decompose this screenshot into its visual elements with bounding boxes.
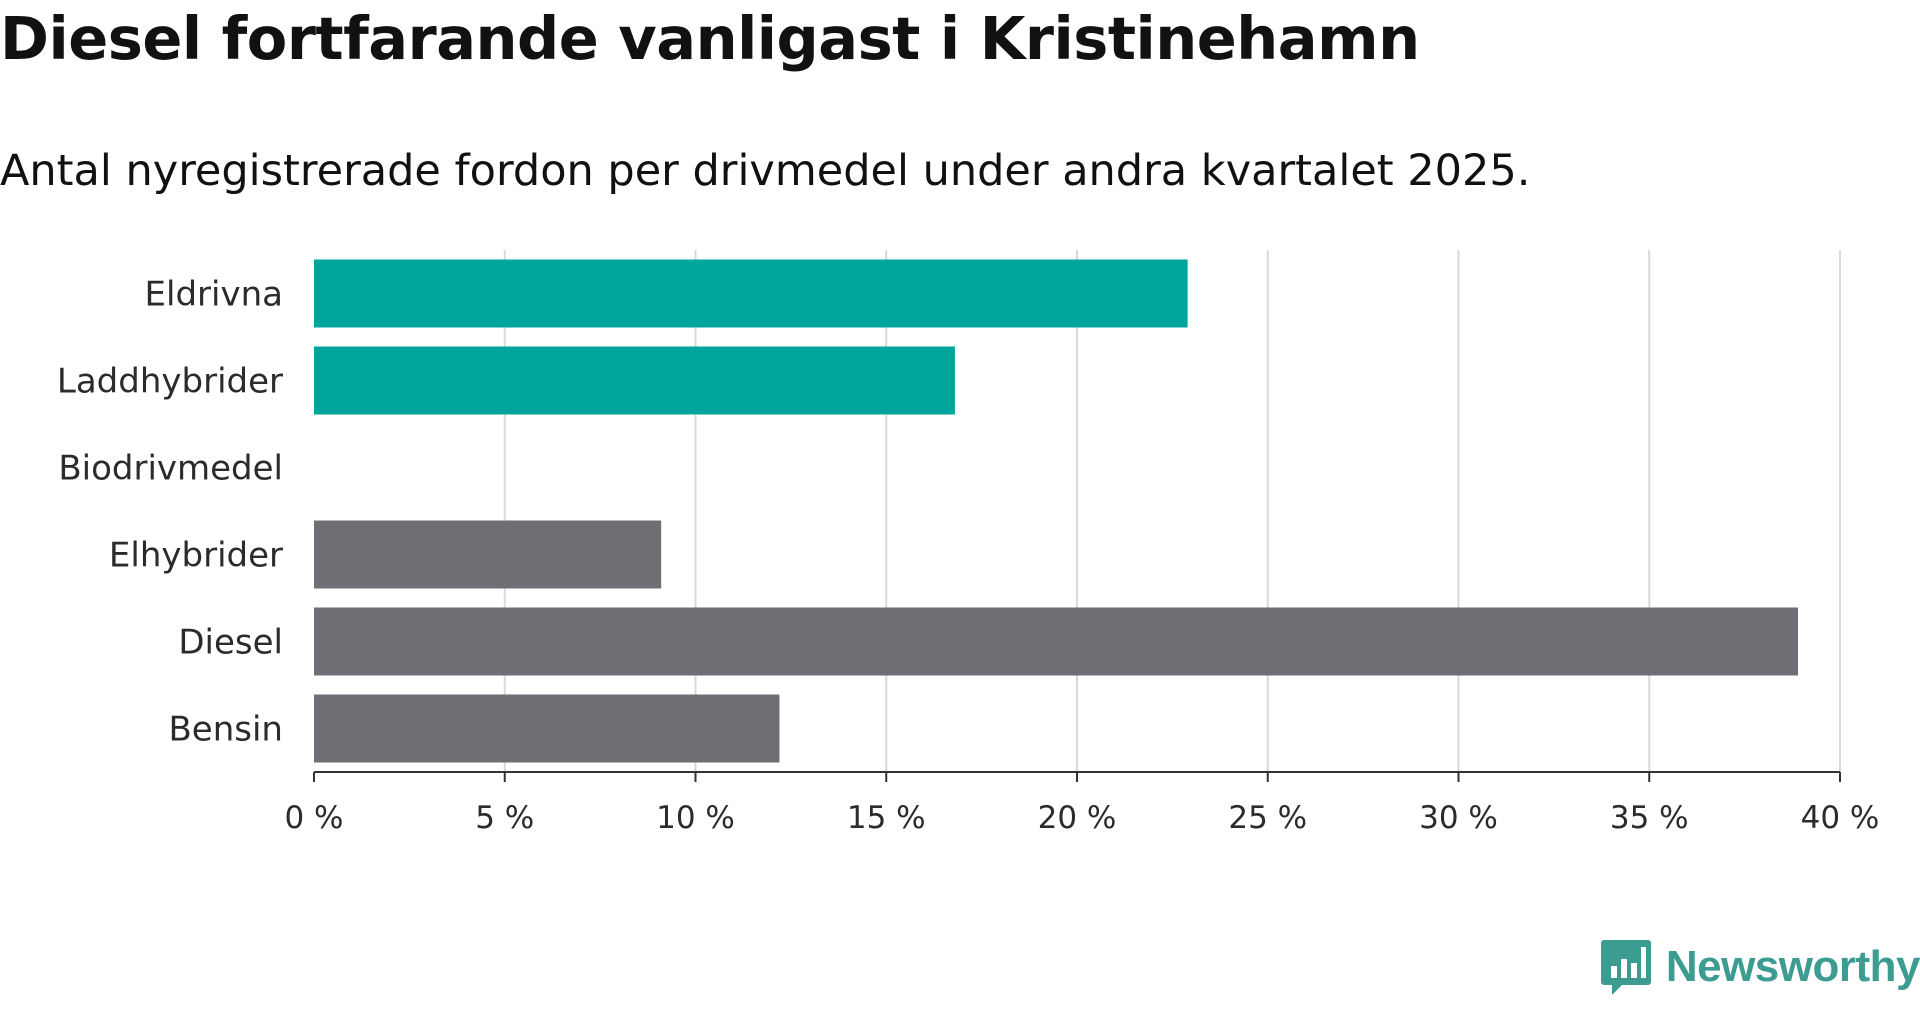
chart-subtitle: Antal nyregistrerade fordon per drivmede… — [0, 146, 1531, 196]
category-label: Eldrivna — [145, 275, 283, 315]
x-tick-label: 0 % — [284, 800, 343, 836]
bar — [314, 694, 780, 763]
chart-title: Diesel fortfarande vanligast i Kristineh… — [0, 4, 1420, 73]
x-tick-label: 40 % — [1801, 800, 1880, 836]
newsworthy-logo: Newsworthy — [1600, 938, 1920, 996]
category-label: Biodrivmedel — [58, 449, 283, 489]
bar — [314, 346, 955, 415]
x-tick-label: 10 % — [656, 800, 735, 836]
x-tick-label: 20 % — [1038, 800, 1117, 836]
x-tick-label: 30 % — [1419, 800, 1498, 836]
gridlines — [503, 250, 1841, 772]
category-label: Elhybrider — [109, 536, 283, 576]
x-axis: 0 % 5 % 10 % 15 % 20 % 25 % 30 % 35 % 40 % — [284, 771, 1880, 836]
x-tick-label: 35 % — [1610, 800, 1689, 836]
category-label: Diesel — [178, 623, 283, 663]
category-label: Laddhybrider — [57, 362, 283, 402]
x-tick-label: 25 % — [1228, 800, 1307, 836]
logo-chart-icon — [1600, 940, 1651, 995]
x-tick-label: 15 % — [847, 800, 926, 836]
bar — [314, 520, 662, 589]
bars — [314, 259, 1799, 763]
logo-text: Newsworthy — [1665, 942, 1920, 991]
category-label: Bensin — [168, 710, 283, 750]
bar — [314, 607, 1799, 676]
bar — [314, 259, 1188, 328]
category-labels: Eldrivna Laddhybrider Biodrivmedel Elhybrid… — [57, 275, 283, 750]
x-tick-label: 5 % — [475, 800, 534, 836]
